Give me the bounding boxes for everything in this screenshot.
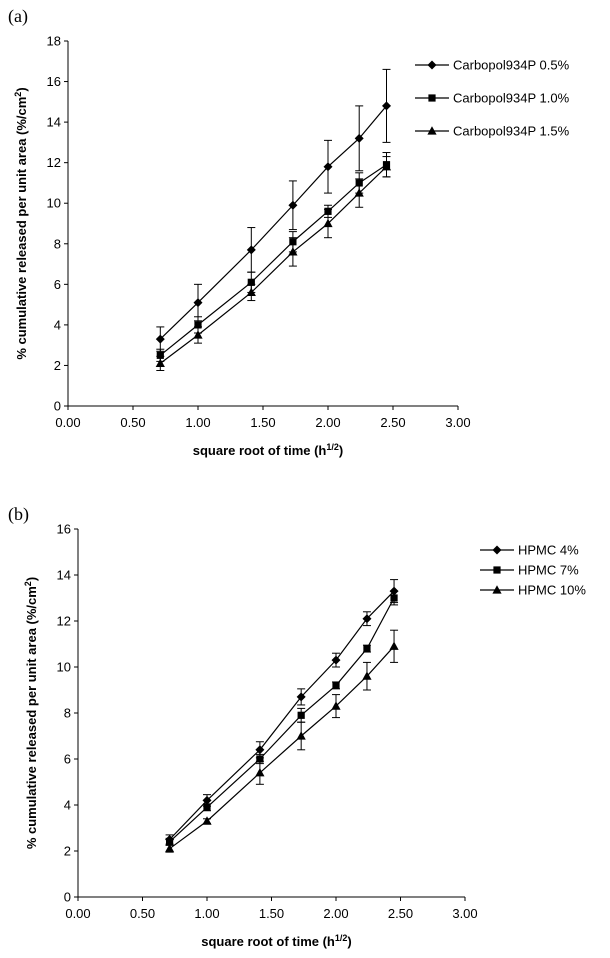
x-tick-label: 2.00 [315, 415, 340, 430]
series-0: HPMC 4% [165, 543, 579, 845]
y-tick-label: 2 [54, 358, 61, 373]
data-point [255, 745, 265, 755]
series-line [169, 597, 395, 843]
data-point [193, 330, 203, 339]
data-point [246, 245, 256, 255]
y-axis-title: % cumulative released per unit area (%/c… [13, 87, 29, 359]
panel-label: (b) [8, 504, 29, 525]
legend-label: HPMC 10% [518, 583, 586, 598]
y-tick-label: 0 [54, 399, 61, 414]
data-point [354, 188, 364, 197]
y-tick-label: 10 [47, 196, 61, 211]
data-point [390, 594, 398, 602]
y-tick-label: 16 [57, 522, 71, 537]
data-point [155, 358, 165, 368]
y-tick-label: 4 [64, 798, 71, 813]
data-point [165, 838, 174, 846]
x-tick-label: 2.50 [388, 906, 413, 921]
y-tick-label: 4 [54, 317, 61, 332]
data-point [202, 795, 212, 805]
data-point [194, 321, 202, 329]
y-tick-label: 10 [57, 660, 71, 675]
x-axis-title: square root of time (h1/2) [193, 442, 343, 458]
x-tick-label: 0.00 [55, 415, 80, 430]
x-tick-label: 2.00 [323, 906, 348, 921]
chart-b: (b) 0 2 4 6 8 10 12 14 16 0.00 0.50 1.00 1.50 2.00 2.50… [8, 504, 586, 949]
data-point [246, 287, 256, 297]
data-point [247, 278, 255, 286]
y-tick-label: 14 [47, 115, 61, 130]
x-tick-label: 1.00 [185, 415, 210, 430]
y-tick-label: 8 [54, 236, 61, 251]
series-0: Carbopol934P 0.5% [155, 58, 570, 352]
y-tick-label: 6 [64, 752, 71, 767]
data-point [202, 816, 212, 825]
y-tick-label: 0 [64, 890, 71, 905]
data-point [193, 298, 203, 308]
data-point [332, 681, 340, 689]
y-tick-label: 12 [47, 155, 61, 170]
legend-marker [427, 126, 437, 135]
x-tick-label: 3.00 [445, 415, 470, 430]
legend-marker [493, 566, 501, 574]
series-line [159, 105, 387, 340]
data-point [288, 200, 298, 210]
data-point [256, 755, 264, 763]
chart-a: (a) 0 2 4 6 8 10 12 14 16 18 0.00 0.50 1.00 1.50 2.00 2.… [8, 6, 570, 458]
y-axis-title: % cumulative released per unit area (%/c… [23, 577, 39, 849]
data-point [155, 334, 165, 344]
data-point [297, 711, 305, 719]
x-axis-title: square root of time (h1/2) [201, 933, 351, 949]
x-tick-label: 1.50 [259, 906, 284, 921]
data-point [288, 247, 298, 256]
series-2: Carbopol934P 1.5% [155, 124, 570, 372]
data-point [382, 101, 391, 111]
data-point [296, 731, 306, 740]
y-tick-label: 8 [64, 706, 71, 721]
data-point [363, 645, 371, 653]
y-tick-label: 6 [54, 277, 61, 292]
legend-label: Carbopol934P 1.5% [453, 124, 570, 139]
data-point [296, 692, 306, 702]
x-tick-label: 1.50 [250, 415, 275, 430]
x-tick-label: 2.50 [380, 415, 405, 430]
x-tick-label: 0.00 [65, 906, 90, 921]
data-point [362, 614, 372, 624]
y-tick-label: 16 [47, 74, 61, 89]
data-point [164, 843, 175, 853]
legend-marker [428, 94, 436, 102]
y-tick-label: 12 [57, 614, 71, 629]
data-point [323, 218, 333, 228]
series-line [169, 590, 395, 840]
data-point [203, 803, 211, 811]
data-point [389, 641, 399, 650]
x-tick-label: 1.00 [194, 906, 219, 921]
y-tick-label: 2 [64, 844, 71, 859]
x-tick-label: 0.50 [120, 415, 145, 430]
data-point [362, 671, 372, 680]
legend-label: Carbopol934P 1.0% [453, 91, 570, 106]
legend-label: HPMC 4% [518, 543, 579, 558]
data-point [381, 161, 392, 171]
series-line [159, 166, 387, 364]
y-tick-label: 14 [57, 568, 71, 583]
data-point [331, 701, 341, 710]
legend-label: Carbopol934P 0.5% [453, 58, 570, 73]
legend-marker [492, 545, 502, 555]
x-tick-label: 3.00 [452, 906, 477, 921]
legend-marker [427, 60, 437, 70]
data-point [323, 162, 333, 172]
series-2: HPMC 10% [164, 583, 586, 853]
data-point [255, 768, 265, 777]
x-tick-label: 0.50 [130, 906, 155, 921]
data-point [331, 655, 341, 665]
panel-label: (a) [8, 6, 28, 27]
legend-label: HPMC 7% [518, 563, 579, 578]
data-point [156, 351, 164, 359]
series-1: HPMC 7% [165, 563, 579, 846]
legend-marker [492, 585, 502, 594]
y-tick-label: 18 [47, 34, 61, 49]
data-point [354, 133, 364, 143]
